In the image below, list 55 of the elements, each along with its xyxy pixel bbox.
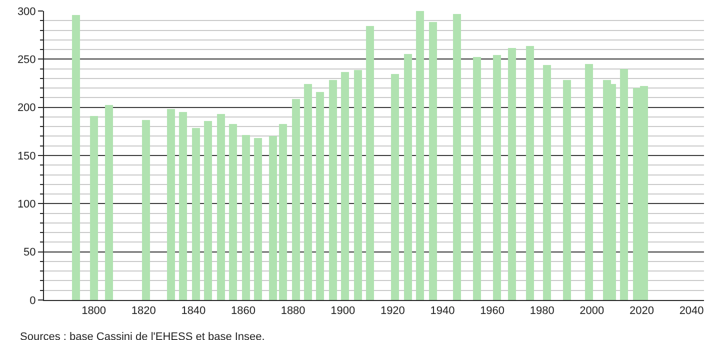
bar: [217, 114, 225, 300]
bar: [204, 121, 212, 300]
y-tick-label: 300: [17, 6, 36, 18]
bar: [585, 64, 593, 300]
bar: [563, 80, 571, 300]
bar: [105, 105, 113, 300]
x-tick-label: 1880: [280, 305, 306, 318]
bar: [416, 11, 424, 300]
bar: [167, 109, 175, 300]
bar: [72, 15, 80, 300]
source-note: Sources : base Cassini de l'EHESS et base Insee.: [20, 331, 265, 340]
bar: [229, 124, 237, 300]
x-tick-label: 1920: [380, 305, 405, 318]
bar: [366, 26, 374, 300]
y-tick-label: 150: [17, 150, 36, 162]
x-tick-label: 2020: [630, 305, 654, 318]
bar: [292, 99, 300, 300]
bar: [304, 84, 312, 300]
bar: [254, 138, 262, 300]
bar: [453, 14, 461, 300]
x-tick-label: 1820: [131, 305, 156, 318]
bar: [192, 128, 200, 300]
bar: [473, 57, 481, 300]
y-tick-label: 50: [24, 246, 36, 259]
bar: [269, 136, 277, 300]
x-tick-label: 1980: [530, 305, 554, 318]
y-tick-label: 100: [17, 198, 36, 211]
bar: [354, 70, 362, 300]
bar: [543, 65, 551, 300]
x-tick-label: 2040: [679, 305, 704, 318]
x-tick-label: 2000: [580, 305, 604, 318]
y-tick-label: 250: [17, 54, 36, 66]
x-tick-label: 1840: [181, 305, 206, 318]
y-tick-label: 200: [17, 102, 36, 114]
bar: [526, 46, 534, 300]
bar: [90, 116, 98, 300]
bar: [404, 54, 412, 300]
x-tick-label: 1940: [430, 305, 455, 318]
bar: [316, 92, 324, 300]
bar: [329, 80, 337, 300]
bar: [179, 112, 187, 300]
bar: [493, 55, 501, 300]
x-tick-label: 1900: [330, 305, 356, 318]
x-tick-label: 1960: [480, 305, 505, 318]
bar: [391, 74, 399, 300]
bar: [508, 48, 516, 300]
bar: [242, 135, 250, 300]
bar: [620, 69, 628, 300]
bar: [279, 124, 287, 300]
x-tick-label: 1800: [82, 305, 106, 318]
bar: [341, 72, 349, 300]
y-tick-label: 0: [30, 294, 36, 307]
x-tick-label: 1860: [231, 305, 256, 318]
bar: [429, 22, 437, 300]
bar: [142, 120, 150, 300]
